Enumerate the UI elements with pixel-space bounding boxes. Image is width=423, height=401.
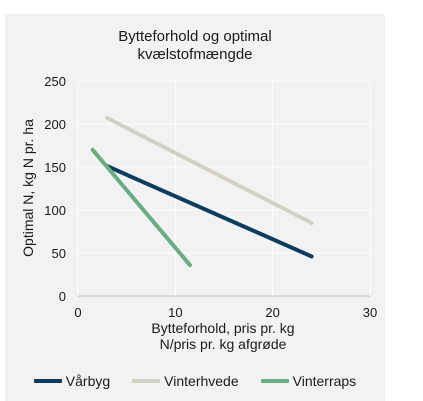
x-tick-labels: 0 10 20 30: [74, 305, 377, 320]
y-tick-label: 50: [52, 246, 66, 261]
y-tick-label: 200: [44, 117, 66, 132]
chart-title: Bytteforhold og optimal kvælstofmængde: [5, 28, 385, 64]
legend-label-vinterraps: Vinterraps: [292, 373, 357, 389]
y-tick-label: 100: [44, 203, 66, 218]
chart-figure: Bytteforhold og optimal kvælstofmængde 0…: [5, 14, 385, 401]
series-line-varbyg: [105, 164, 314, 259]
legend-label-vinterhvede: Vinterhvede: [164, 373, 239, 389]
x-tick-label: 20: [265, 305, 279, 320]
grid-lines: [77, 80, 371, 297]
x-axis-label-line-2: N/pris pr. kg afgrøde: [160, 336, 287, 352]
x-tick-label: 10: [168, 305, 182, 320]
series-lines: [90, 115, 314, 268]
chart-title-line-2: kvælstofmængde: [137, 46, 253, 63]
series-line-vinterhvede: [105, 115, 314, 225]
legend-swatch-vinterraps: [260, 379, 289, 383]
y-tick-label: 250: [44, 74, 66, 89]
chart-legend: Vårbyg Vinterhvede Vinterraps: [5, 373, 385, 389]
y-tick-label: 0: [59, 289, 66, 304]
x-tick-label: 0: [74, 305, 81, 320]
y-axis-label: Optimal N, kg N pr. ha: [20, 119, 36, 257]
legend-item-varbyg: Vårbyg: [33, 373, 111, 389]
legend-swatch-varbyg: [33, 379, 62, 383]
series-line-vinterraps: [90, 147, 192, 268]
x-axis-label-line-1: Bytteforhold, pris pr. kg: [151, 320, 294, 336]
legend-item-vinterraps: Vinterraps: [260, 373, 357, 389]
x-tick-label: 30: [363, 305, 377, 320]
legend-item-vinterhvede: Vinterhvede: [132, 373, 239, 389]
legend-label-varbyg: Vårbyg: [65, 373, 111, 389]
legend-swatch-vinterhvede: [132, 379, 161, 383]
chart-panel: [5, 14, 385, 401]
chart-title-line-1: Bytteforhold og optimal: [118, 28, 272, 45]
y-tick-label: 150: [44, 160, 66, 175]
y-tick-labels: 0 50 100 150 200 250: [44, 74, 66, 304]
